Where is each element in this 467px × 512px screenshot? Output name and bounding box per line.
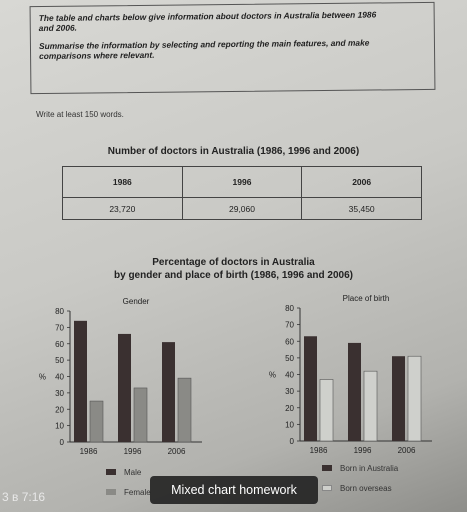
chart-0-ytick-6: 60 bbox=[55, 340, 64, 349]
chart-0-bar-2006-series-1 bbox=[177, 377, 192, 443]
chart-1-xtick-2: 2006 bbox=[398, 446, 416, 455]
chart-0-ytick-2: 20 bbox=[55, 405, 64, 414]
chart-1-xtick-1: 1996 bbox=[354, 446, 372, 455]
legend-item-male: Male bbox=[106, 466, 151, 478]
chart-0-xtick-0: 1986 bbox=[80, 447, 98, 456]
chart-1-bar-2006-series-0 bbox=[392, 356, 405, 441]
chart-1-ytick-5: 50 bbox=[285, 354, 294, 363]
table-header-1996: 1996 bbox=[181, 166, 303, 198]
legend-item-female: Female bbox=[106, 486, 151, 498]
legend-swatch-female bbox=[106, 489, 116, 495]
legend-item-born-australia: Born in Australia bbox=[322, 462, 398, 474]
table-value-2006: 35,450 bbox=[301, 197, 422, 220]
chart-0-xtick-2: 2006 bbox=[168, 447, 186, 456]
legend-item-born-overseas: Born overseas bbox=[322, 482, 398, 494]
word-count-instruction: Write at least 150 words. bbox=[36, 110, 124, 119]
chart-0-xtick-1: 1996 bbox=[124, 447, 142, 456]
chart-1-ylabel: % bbox=[269, 371, 276, 380]
chart-0-bar-2006-series-0 bbox=[162, 342, 175, 442]
doctors-table: 1986 1996 2006 23,720 29,060 35,450 bbox=[62, 166, 422, 220]
chart-1-xtick-0: 1986 bbox=[310, 446, 328, 455]
chart-0-ytick-8: 80 bbox=[55, 307, 64, 316]
chart-0-title: Gender bbox=[123, 297, 150, 306]
chart-1-bar-2006-series-1 bbox=[407, 355, 422, 442]
chart-1-ytick-2: 20 bbox=[285, 404, 294, 413]
chart-1-ytick-0: 0 bbox=[290, 437, 295, 446]
chart-1-title: Place of birth bbox=[343, 294, 390, 303]
chart-0-ylabel: % bbox=[39, 373, 46, 382]
chart-0-ytick-7: 70 bbox=[55, 323, 64, 332]
chart-1-ytick-3: 30 bbox=[285, 387, 294, 396]
chart-1-bar-1986-series-1 bbox=[319, 379, 334, 442]
chart-1-ytick-1: 10 bbox=[285, 420, 294, 429]
legend-label-female: Female bbox=[124, 487, 151, 497]
chart-0-ytick-3: 30 bbox=[55, 389, 64, 398]
legend-swatch-born-australia bbox=[322, 465, 332, 471]
chart-0-bar-1996-series-0 bbox=[118, 333, 131, 442]
chart-1-bar-1996-series-1 bbox=[363, 370, 378, 442]
chart-0-bar-1986-series-0 bbox=[74, 320, 87, 442]
chart-0-ytick-1: 10 bbox=[55, 422, 64, 431]
chart-1-ytick-4: 40 bbox=[285, 371, 294, 380]
task-box: The table and charts below give informat… bbox=[29, 1, 436, 95]
table-title: Number of doctors in Australia (1986, 19… bbox=[107, 146, 360, 157]
chart-1-ytick-8: 80 bbox=[285, 304, 294, 313]
video-caption-text: Mixed chart homework bbox=[171, 483, 297, 497]
legend-swatch-male bbox=[106, 469, 116, 475]
legend-label-born-overseas: Born overseas bbox=[340, 483, 392, 493]
video-timestamp: 3 в 7:16 bbox=[2, 490, 46, 504]
chart-1-ytick-7: 70 bbox=[285, 321, 294, 330]
charts-title: Percentage of doctors in Australia by ge… bbox=[0, 256, 467, 282]
table-header-1986: 1986 bbox=[62, 166, 183, 198]
table-header-2006: 2006 bbox=[301, 166, 422, 198]
place-of-birth-bar-chart: Place of birth 0 10 20 30 40 50 60 70 80% 1986 1996… bbox=[269, 294, 432, 455]
chart-1-bar-1996-series-0 bbox=[348, 342, 361, 441]
table-value-1996: 29,060 bbox=[181, 197, 303, 220]
chart-0-ytick-4: 40 bbox=[55, 373, 64, 382]
legend-label-male: Male bbox=[124, 467, 142, 477]
charts-title-line-2: by gender and place of birth (1986, 1996… bbox=[114, 270, 353, 281]
charts-title-line-1: Percentage of doctors in Australia bbox=[152, 257, 315, 268]
chart-0-ytick-5: 50 bbox=[55, 356, 64, 365]
chart-1-bar-1986-series-0 bbox=[304, 336, 317, 441]
chart-0-ytick-0: 0 bbox=[60, 438, 65, 447]
video-caption-bar[interactable]: Mixed chart homework bbox=[150, 476, 318, 504]
chart-1-ytick-6: 60 bbox=[285, 337, 294, 346]
gender-legend: Male Female bbox=[106, 466, 151, 506]
chart-0-bar-1986-series-1 bbox=[89, 400, 104, 443]
table-value-1986: 23,720 bbox=[62, 197, 183, 220]
chart-0-bar-1996-series-1 bbox=[133, 387, 148, 443]
birth-legend: Born in Australia Born overseas bbox=[322, 462, 398, 502]
gender-bar-chart: Gender 0 10 20 30 40 50 60 70 80% 1986 1996 2006 bbox=[39, 297, 202, 456]
legend-swatch-born-overseas bbox=[322, 485, 332, 491]
legend-label-born-australia: Born in Australia bbox=[340, 463, 399, 473]
